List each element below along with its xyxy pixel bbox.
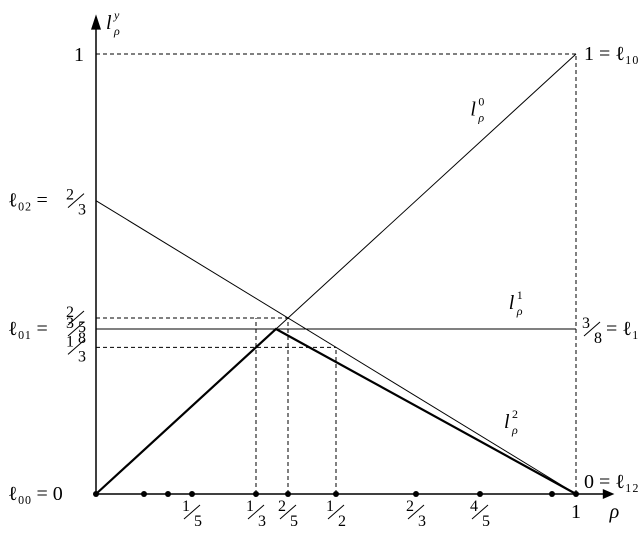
svg-text:1: 1	[66, 333, 74, 350]
svg-text:8: 8	[594, 330, 602, 347]
svg-text:1: 1	[182, 498, 190, 515]
svg-text:3: 3	[258, 513, 266, 530]
svg-text:4: 4	[470, 498, 478, 515]
svg-text:1: 1	[517, 288, 523, 302]
svg-text:3: 3	[78, 348, 86, 365]
svg-text:2: 2	[406, 498, 414, 515]
svg-text:y: y	[113, 8, 120, 22]
svg-text:ρ: ρ	[113, 24, 120, 38]
svg-text:ℓ₀₀ = 0: ℓ₀₀ = 0	[8, 483, 63, 505]
svg-text:2: 2	[66, 187, 74, 204]
svg-text:3: 3	[78, 202, 86, 219]
svg-text:3: 3	[418, 513, 426, 530]
figure: 1513251223451ρ133825231lyρ1 = ℓ₁₀38 = ℓ₁…	[0, 0, 640, 542]
svg-text:1: 1	[74, 44, 84, 66]
svg-text:2: 2	[338, 513, 346, 530]
svg-text:2: 2	[512, 407, 518, 421]
svg-text:1: 1	[246, 498, 254, 515]
svg-text:1: 1	[326, 498, 334, 515]
svg-text:ℓ₀₁ =: ℓ₀₁ =	[8, 318, 48, 340]
svg-text:5: 5	[194, 513, 202, 530]
svg-text:l: l	[509, 292, 515, 314]
svg-text:5: 5	[78, 319, 86, 336]
svg-text:2: 2	[278, 498, 286, 515]
svg-text:l: l	[504, 411, 510, 433]
svg-text:ρ: ρ	[516, 304, 523, 318]
svg-text:ρ: ρ	[609, 501, 620, 523]
svg-text:0: 0	[478, 95, 484, 109]
svg-text:= ℓ₁₁: = ℓ₁₁	[606, 318, 640, 340]
svg-text:2: 2	[66, 304, 74, 321]
svg-text:l: l	[106, 12, 112, 34]
svg-text:ρ: ρ	[511, 423, 518, 437]
svg-text:ρ: ρ	[477, 111, 484, 125]
svg-text:ℓ₀₂ =: ℓ₀₂ =	[8, 190, 48, 212]
svg-text:5: 5	[290, 513, 298, 530]
svg-text:1 = ℓ₁₀: 1 = ℓ₁₀	[584, 43, 639, 65]
svg-text:0 = ℓ₁₂: 0 = ℓ₁₂	[584, 471, 639, 493]
svg-text:1: 1	[571, 501, 581, 523]
svg-text:5: 5	[482, 513, 490, 530]
svg-text:3: 3	[582, 315, 590, 332]
svg-text:l: l	[470, 99, 476, 121]
